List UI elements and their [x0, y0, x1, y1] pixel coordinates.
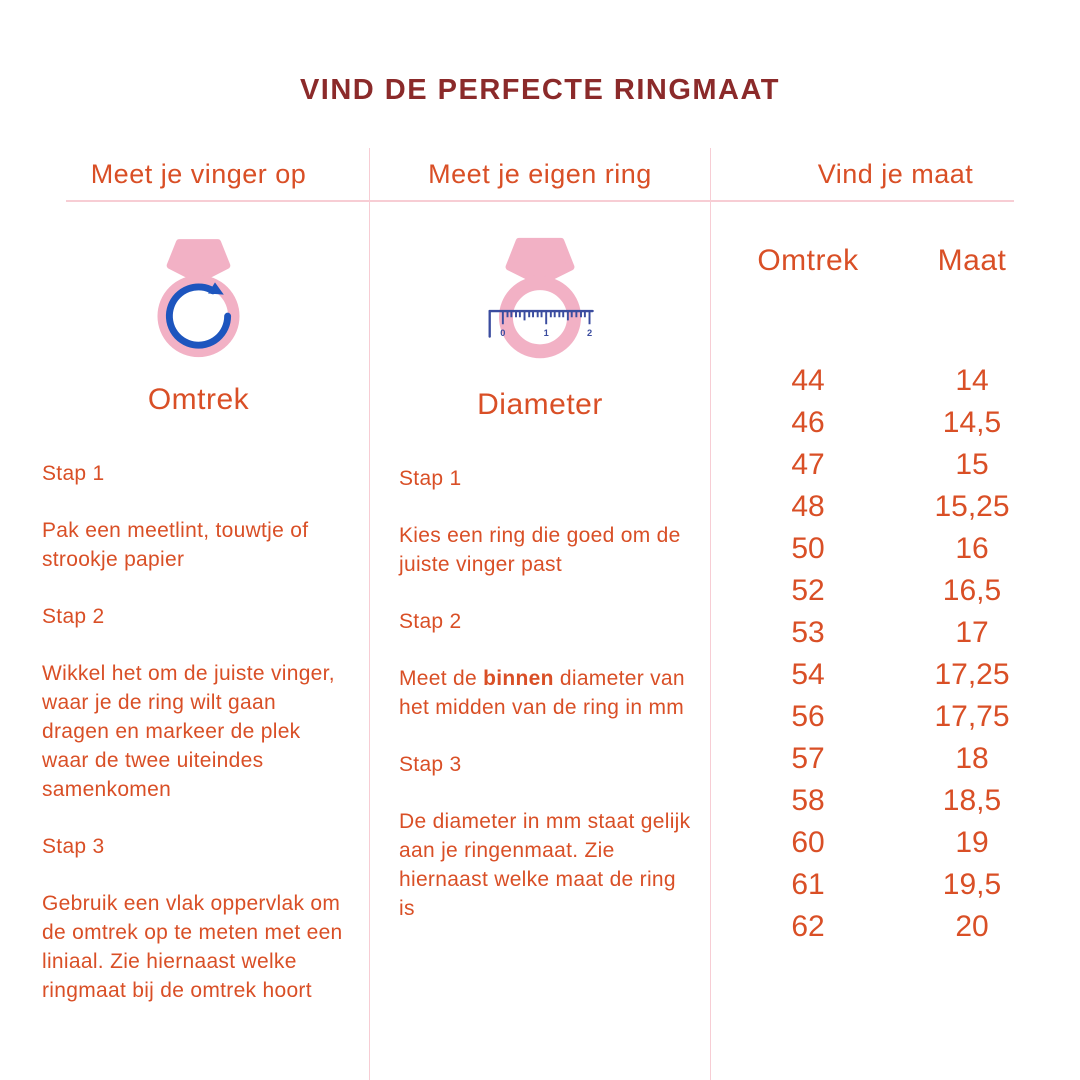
maat-value: 18 [955, 742, 989, 775]
omtrek-value: 48 [791, 490, 825, 523]
maat-value: 15 [955, 448, 989, 481]
circumference-label: Omtrek [147, 383, 250, 416]
step-title: Stap 1 [399, 467, 462, 490]
ruler-label-1: 1 [544, 328, 549, 338]
omtrek-value: 44 [791, 364, 825, 397]
step-text: Pak een meetlint, touwtje of strookje pa… [42, 519, 309, 571]
omtrek-value: 52 [791, 574, 825, 607]
maat-value: 17,25 [934, 658, 1010, 691]
step-title: Stap 1 [42, 462, 105, 485]
omtrek-value: 60 [791, 826, 825, 859]
header-divider [66, 200, 1014, 202]
table-row: 62 20 [711, 906, 1080, 948]
step-text: De diameter in mm staat gelijk aan je ri… [399, 810, 691, 920]
column-measure-finger: Meet je vinger op Omtrek Stap 1 Pak een … [0, 148, 370, 1080]
table-row: 57 18 [711, 738, 1080, 780]
step-title: Stap 3 [42, 835, 105, 858]
step-title: Stap 2 [42, 605, 105, 628]
column-header-measure-ring: Meet je eigen ring [428, 158, 652, 189]
maat-value: 17 [955, 616, 989, 649]
table-row: 53 17 [711, 612, 1080, 654]
step-text-bold: binnen [483, 667, 554, 690]
step-title: Stap 3 [399, 753, 462, 776]
column-header-measure-finger: Meet je vinger op [90, 158, 307, 189]
table-row: 48 15,25 [711, 486, 1080, 528]
ruler-label-0: 0 [500, 328, 505, 338]
steps-measure-finger: Stap 1 Pak een meetlint, touwtje of stro… [0, 459, 369, 1005]
maat-value: 14 [955, 364, 989, 397]
table-row: 56 17,75 [711, 696, 1080, 738]
size-table-header: Omtrek Maat [711, 244, 1080, 278]
omtrek-value: 58 [791, 784, 825, 817]
step-text: Gebruik een vlak oppervlak om de omtrek … [42, 892, 343, 1002]
table-row: 44 14 [711, 360, 1080, 402]
omtrek-value: 62 [791, 910, 825, 943]
ruler-label-2: 2 [587, 328, 592, 338]
omtrek-value: 56 [791, 700, 825, 733]
maat-value: 15,25 [934, 490, 1010, 523]
omtrek-value: 53 [791, 616, 825, 649]
maat-column-header: Maat [937, 244, 1007, 277]
maat-value: 17,75 [934, 700, 1010, 733]
maat-value: 16 [955, 532, 989, 565]
steps-measure-ring: Stap 1 Kies een ring die goed om de juis… [370, 464, 710, 923]
table-row: 52 16,5 [711, 570, 1080, 612]
step-text: Wikkel het om de juiste vinger, waar je … [42, 662, 335, 801]
step-text: Meet de binnen diameter van het midden v… [399, 664, 694, 722]
column-find-size: Vind je maat Omtrek Maat 44 14 46 14,5 47 15 4… [711, 148, 1080, 1080]
ring-circumference-icon [14, 236, 383, 361]
omtrek-value: 50 [791, 532, 825, 565]
table-row: 60 19 [711, 822, 1080, 864]
maat-value: 14,5 [942, 406, 1002, 439]
page-title: VIND DE PERFECTE RINGMAAT [299, 74, 781, 106]
table-row: 61 19,5 [711, 864, 1080, 906]
omtrek-value: 61 [791, 868, 825, 901]
omtrek-column-header: Omtrek [757, 244, 859, 277]
diameter-label: Diameter [477, 388, 603, 421]
table-row: 47 15 [711, 444, 1080, 486]
column-header-find-size: Vind je maat [817, 158, 974, 189]
maat-value: 19,5 [942, 868, 1002, 901]
columns-grid: Meet je vinger op Omtrek Stap 1 Pak een … [0, 148, 1080, 1080]
table-row: 54 17,25 [711, 654, 1080, 696]
maat-value: 20 [955, 910, 989, 943]
size-table-body: 44 14 46 14,5 47 15 48 15,25 50 16 52 16,5 53 17 54 17,… [711, 360, 1080, 948]
table-row: 46 14,5 [711, 402, 1080, 444]
step-text: Kies een ring die goed om de juiste ving… [399, 524, 681, 576]
step-text-suffix: diameter van het midden van de ring in m… [399, 667, 685, 719]
maat-value: 19 [955, 826, 989, 859]
ring-diameter-icon: 0 1 2 [370, 236, 710, 366]
omtrek-value: 46 [791, 406, 825, 439]
step-title: Stap 2 [399, 610, 462, 633]
omtrek-value: 57 [791, 742, 825, 775]
omtrek-value: 54 [791, 658, 825, 691]
table-row: 50 16 [711, 528, 1080, 570]
column-measure-ring: Meet je eigen ring 0 1 [370, 148, 711, 1080]
maat-value: 16,5 [942, 574, 1002, 607]
step-text-prefix: Meet de [399, 667, 484, 690]
maat-value: 18,5 [942, 784, 1002, 817]
omtrek-value: 47 [791, 448, 825, 481]
table-row: 58 18,5 [711, 780, 1080, 822]
